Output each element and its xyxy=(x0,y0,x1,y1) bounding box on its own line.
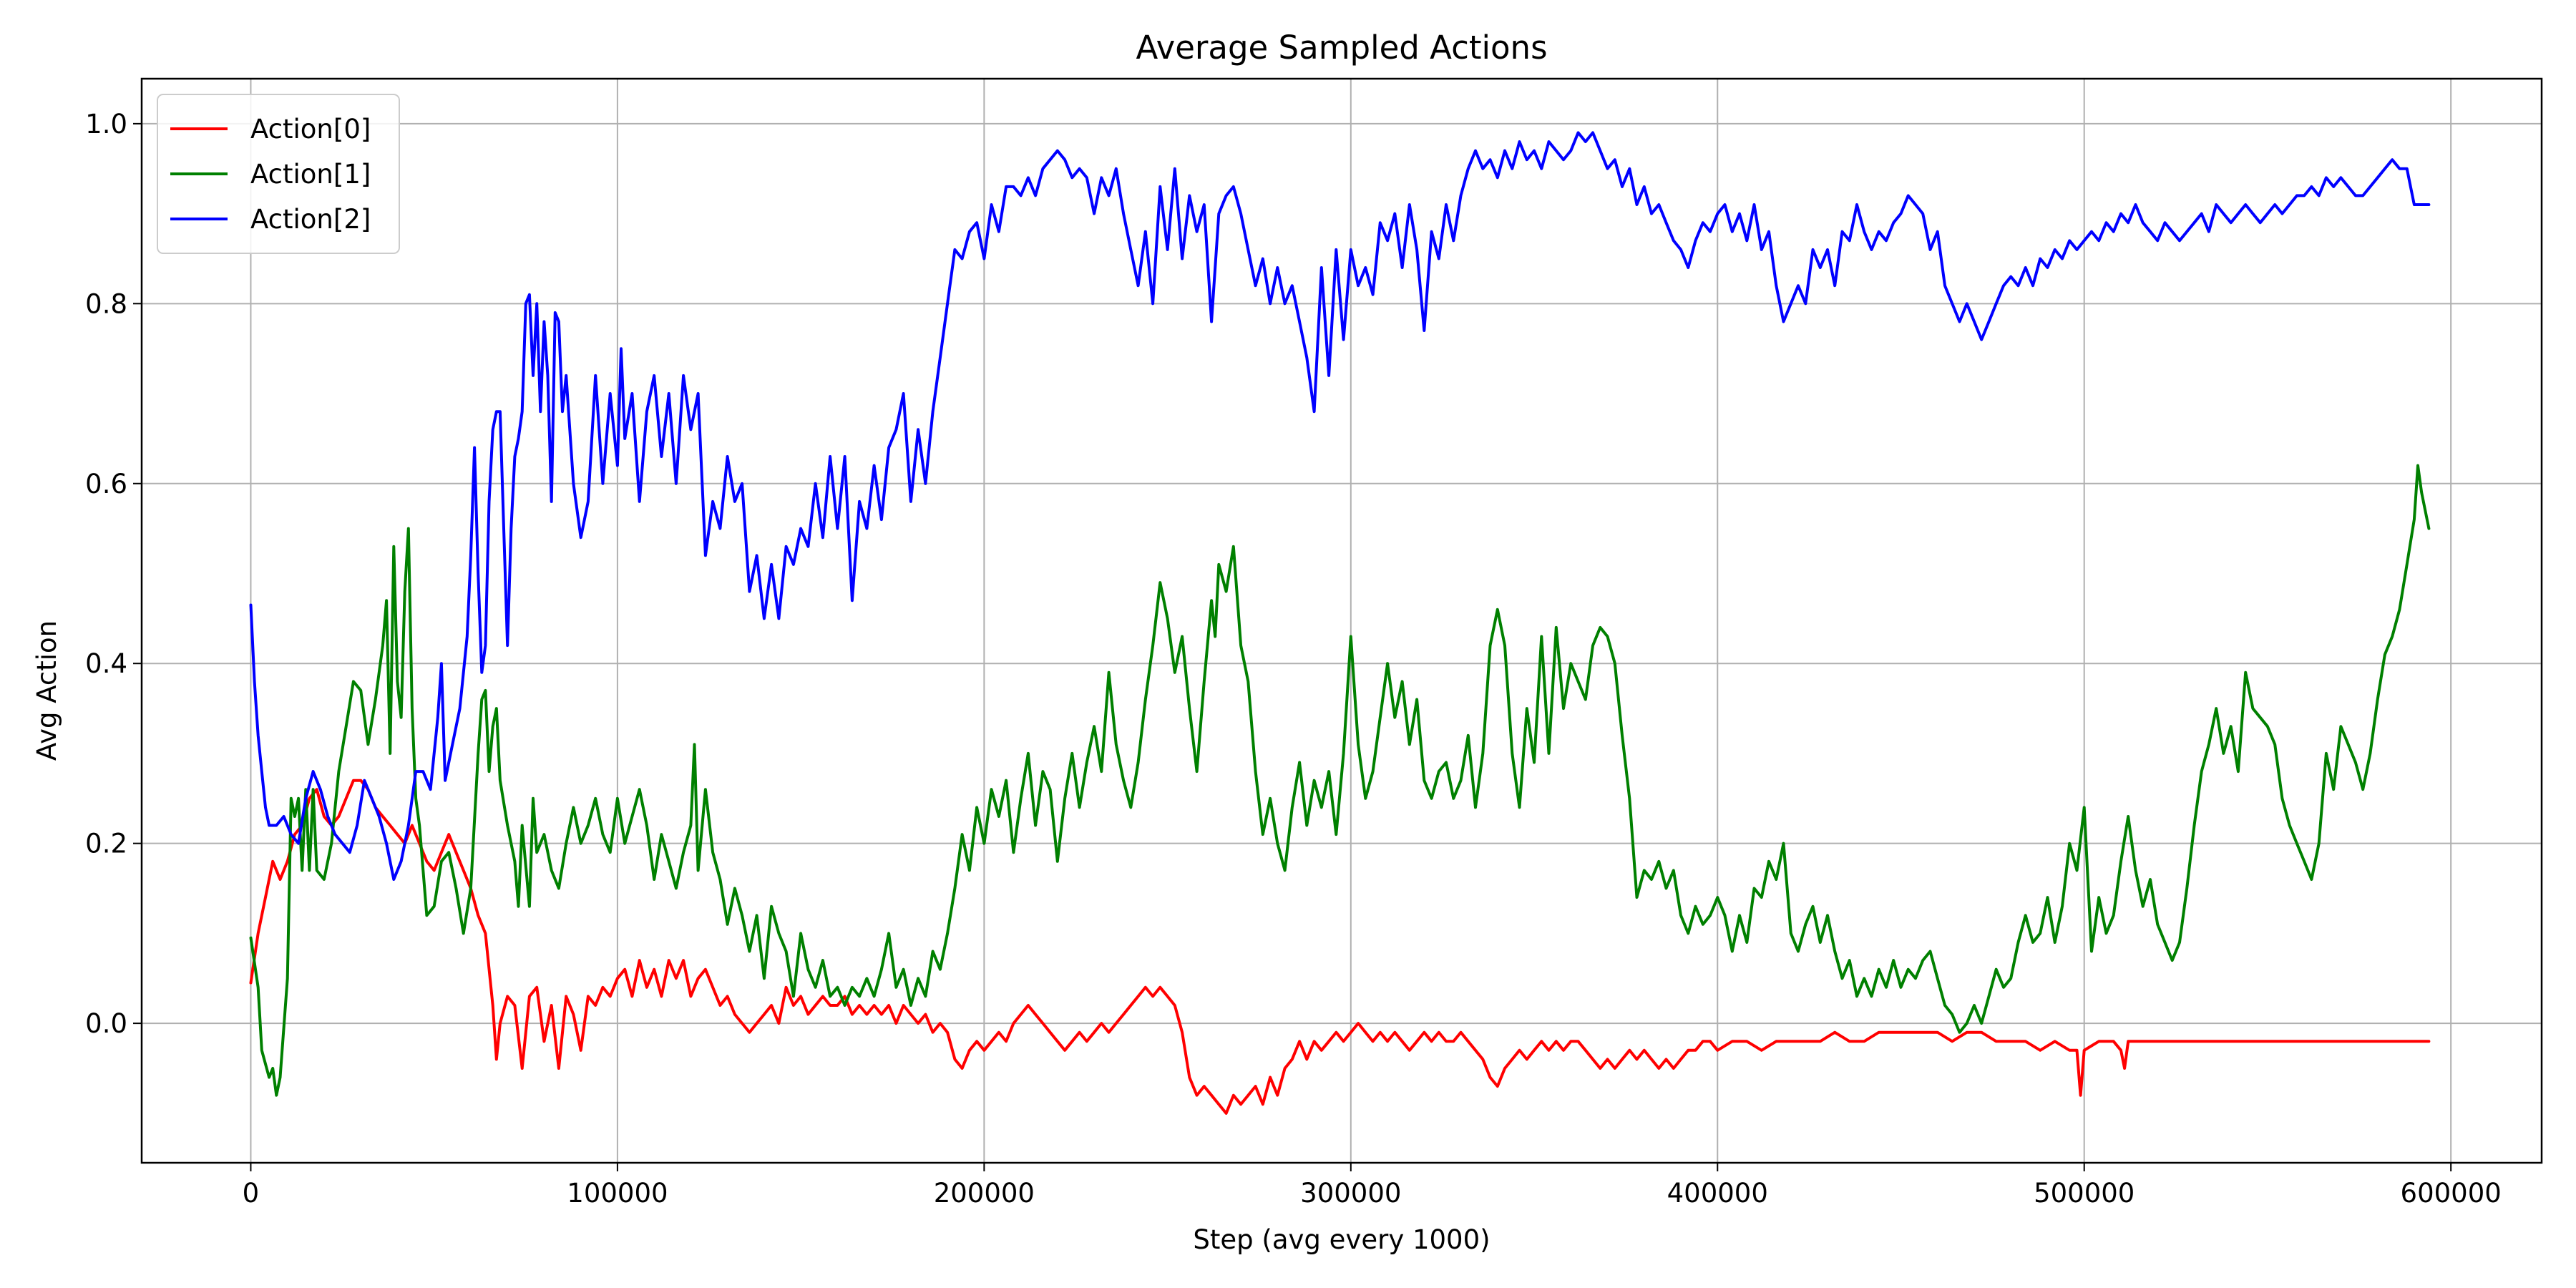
series-line-action-1 xyxy=(249,464,2431,1097)
y-tick-label: 0.6 xyxy=(85,469,127,499)
plot-frame xyxy=(140,77,2543,1164)
legend-label: Action[1] xyxy=(250,159,371,190)
x-axis-label: Step (avg every 1000) xyxy=(1193,1224,1490,1255)
y-tick-label: 0.2 xyxy=(85,829,127,859)
x-tick-label: 400000 xyxy=(1667,1178,1768,1209)
y-tick-label: 1.0 xyxy=(85,109,127,140)
x-tick-label: 0 xyxy=(243,1178,260,1209)
x-tick-label: 100000 xyxy=(567,1178,668,1209)
x-tick-label: 600000 xyxy=(2401,1178,2502,1209)
x-axis: 0 100000 200000 300000 400000 500000 600000 xyxy=(243,1163,2502,1209)
y-axis-label: Avg Action xyxy=(31,620,62,761)
legend-box xyxy=(157,94,400,254)
legend-label: Action[2] xyxy=(250,204,371,235)
chart-title: Average Sampled Actions xyxy=(1136,29,1547,67)
y-axis: 0.0 0.2 0.4 0.6 0.8 1.0 xyxy=(85,109,142,1039)
x-tick-label: 200000 xyxy=(934,1178,1035,1209)
legend-label: Action[0] xyxy=(250,114,371,145)
series-line-action-2 xyxy=(249,131,2431,881)
x-tick-label: 500000 xyxy=(2034,1178,2135,1209)
legend: Action[0] Action[1] Action[2] xyxy=(157,94,400,254)
series-layer xyxy=(249,131,2431,1115)
x-tick-label: 300000 xyxy=(1300,1178,1401,1209)
y-tick-label: 0.0 xyxy=(85,1008,127,1039)
y-tick-label: 0.8 xyxy=(85,288,127,319)
series-line-action-0 xyxy=(249,779,2431,1115)
y-tick-label: 0.4 xyxy=(85,648,127,679)
